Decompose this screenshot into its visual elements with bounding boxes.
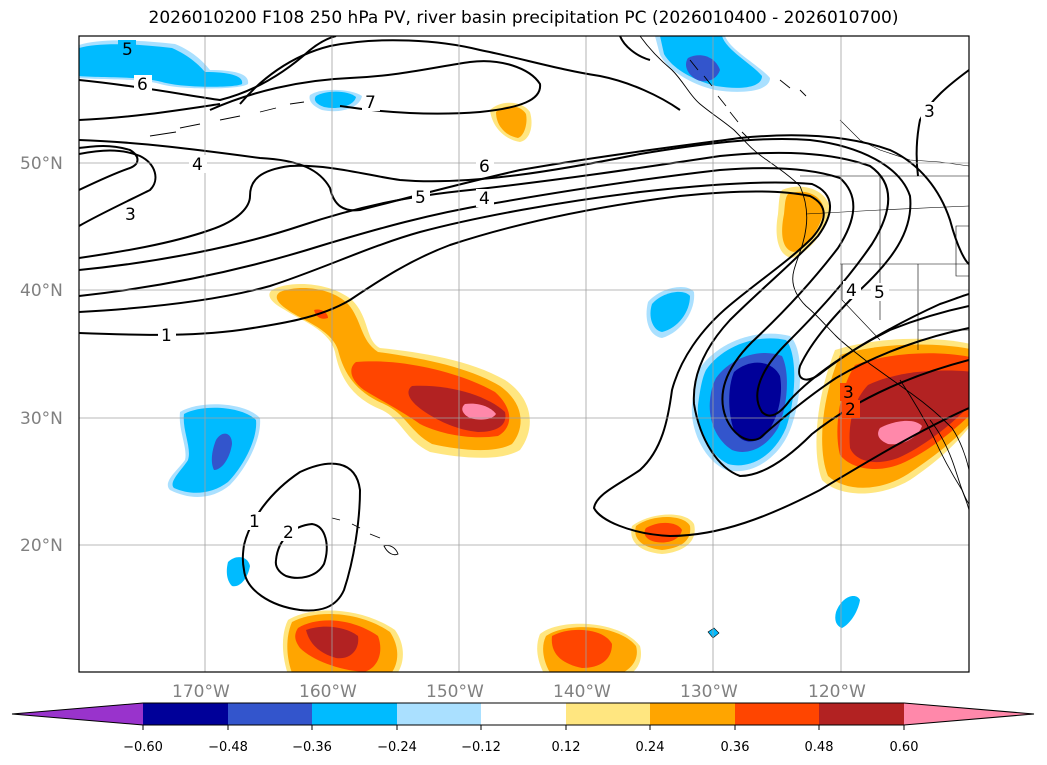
colorbar-extend-high (904, 703, 1034, 725)
negative-anomaly-southeast (707, 596, 860, 639)
colorbar-segment (143, 703, 228, 725)
lat-label: 50°N (20, 154, 63, 174)
colorbar-segment (735, 703, 820, 725)
positive-anomaly-gulf (490, 102, 532, 142)
colorbar-segment (566, 703, 651, 725)
longitude-labels: 170°W 160°W 150°W 140°W 130°W 120°W (172, 682, 866, 702)
contour-label: 3 (125, 205, 136, 225)
lat-label: 20°N (20, 536, 63, 556)
lon-label: 170°W (172, 682, 230, 702)
colorbar-tick-label: −0.36 (292, 740, 332, 755)
colorbar-tick-label: 0.60 (890, 740, 919, 755)
negative-anomaly-bc (655, 36, 770, 92)
colorbar-segment (650, 703, 735, 725)
lat-label: 40°N (20, 281, 63, 301)
colorbar-segment (819, 703, 904, 725)
contour-label: 4 (479, 189, 490, 209)
pv-contours (79, 36, 969, 612)
negative-anomaly-north-central (646, 287, 695, 338)
colorbar-tick-label: 0.48 (805, 740, 834, 755)
chart-title: 2026010200 F108 250 hPa PV, river basin … (148, 8, 899, 28)
contour-label: 4 (192, 155, 203, 175)
contour-label: 3 (843, 383, 854, 403)
colorbar-segment (312, 703, 397, 725)
graticule (79, 36, 969, 672)
contour-label: 5 (122, 40, 133, 60)
colorbar-tick-label: −0.12 (461, 740, 501, 755)
lon-label: 120°W (808, 682, 866, 702)
map-frame (78, 35, 970, 673)
positive-anomaly-east (631, 514, 695, 554)
contour-label: 4 (846, 281, 857, 301)
colorbar-tick-label: −0.48 (208, 740, 248, 755)
contour-label: 5 (874, 283, 885, 303)
negative-anomaly-west (167, 404, 261, 587)
contour-label: 1 (161, 326, 172, 346)
lat-label: 30°N (20, 409, 63, 429)
lon-label: 160°W (299, 682, 357, 702)
negative-anomaly-trough (691, 333, 801, 472)
contour-label: 6 (137, 75, 148, 95)
contour-label: 5 (415, 188, 426, 208)
colorbar-tick-label: 0.36 (721, 740, 750, 755)
colorbar-segment (481, 703, 566, 725)
colorbar-extend-low (12, 703, 143, 725)
positive-anomaly-south-east (537, 623, 641, 672)
colorbar-tick-label: −0.24 (377, 740, 417, 755)
colorbar: −0.60 −0.48 −0.36 −0.24 −0.12 0.12 0.24 … (11, 702, 1035, 755)
positive-anomaly-southwest (816, 338, 969, 494)
colorbar-tick-label: 0.24 (636, 740, 665, 755)
lon-label: 130°W (680, 682, 738, 702)
contour-label: 1 (249, 512, 260, 532)
colorbar-tick-label: −0.60 (123, 740, 163, 755)
coastlines (149, 36, 969, 556)
lon-label: 150°W (426, 682, 484, 702)
contour-label: 2 (283, 523, 294, 543)
positive-anomaly-south-west (283, 610, 403, 672)
contour-label: 3 (924, 102, 935, 122)
latitude-labels: 50°N 40°N 30°N 20°N (20, 154, 63, 556)
contour-label: 2 (845, 400, 856, 420)
contour-label: 6 (479, 157, 490, 177)
lon-label: 140°W (553, 682, 611, 702)
colorbar-tick-label: 0.12 (552, 740, 581, 755)
colorbar-segment (397, 703, 482, 725)
positive-anomaly-oregon (776, 186, 830, 258)
pv-contour-labels: 5 6 7 6 5 4 4 3 3 1 1 2 4 5 3 2 (118, 40, 939, 543)
colorbar-segment (228, 703, 313, 725)
contour-label: 7 (365, 93, 376, 113)
